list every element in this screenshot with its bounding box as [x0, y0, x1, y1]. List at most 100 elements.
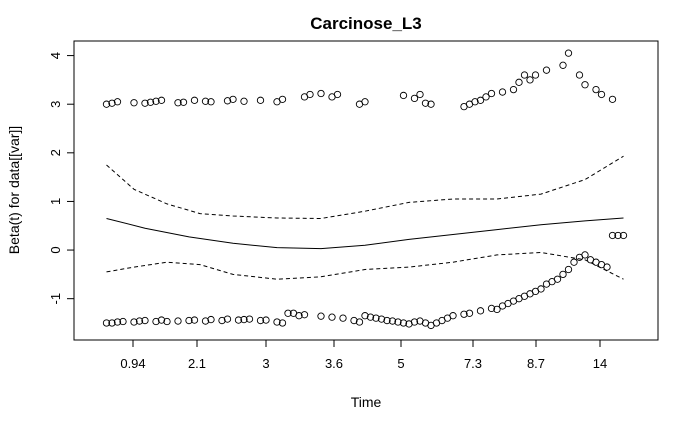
- data-point: [575, 71, 584, 79]
- series-layer: [102, 49, 628, 330]
- data-point: [174, 317, 182, 325]
- plot-frame: [73, 40, 659, 341]
- data-point: [152, 317, 160, 326]
- data-point: [416, 90, 424, 99]
- data-point: [377, 315, 386, 323]
- data-point: [157, 96, 166, 104]
- x-axis-label: Time: [351, 394, 382, 410]
- data-point: [284, 309, 292, 317]
- data-point: [333, 90, 342, 99]
- data-point: [102, 319, 111, 327]
- data-point: [487, 89, 496, 98]
- data-point: [361, 312, 369, 320]
- data-point: [608, 95, 617, 103]
- data-point: [361, 98, 369, 106]
- data-point: [581, 251, 589, 259]
- data-point: [421, 99, 430, 107]
- data-point: [300, 311, 309, 319]
- data-point: [229, 95, 237, 103]
- data-point: [152, 97, 160, 105]
- data-point: [570, 258, 578, 266]
- data-point: [619, 231, 628, 240]
- data-point: [487, 304, 496, 313]
- y-axis-label: Beta(t) for data[[var]]: [6, 126, 22, 254]
- data-point: [339, 314, 347, 322]
- data-point: [223, 315, 232, 323]
- data-point: [223, 97, 232, 105]
- data-point: [108, 99, 116, 107]
- data-point: [207, 98, 215, 106]
- upper-band-line: [106, 155, 624, 220]
- x-axis: 0.94 2.1 3 3.6 5 7.3 8.7 14: [120, 340, 607, 371]
- data-point: [526, 76, 534, 84]
- data-point: [537, 285, 545, 293]
- y-tick-label: 0: [48, 246, 63, 253]
- data-point: [328, 313, 336, 321]
- data-point: [476, 96, 485, 104]
- data-point: [174, 99, 182, 107]
- data-point: [190, 96, 199, 104]
- data-point: [614, 231, 622, 240]
- data-point: [564, 49, 573, 57]
- data-point: [476, 307, 485, 315]
- data-point: [553, 275, 562, 283]
- data-point: [592, 85, 600, 94]
- data-point: [509, 85, 518, 94]
- data-point: [256, 96, 265, 104]
- data-point: [108, 319, 116, 327]
- data-point: [141, 316, 149, 325]
- data-point: [410, 94, 419, 103]
- data-point: [581, 81, 589, 89]
- data-point: [372, 314, 380, 322]
- fit-line: [106, 217, 624, 250]
- y-tick-label: 4: [48, 52, 63, 59]
- chart-title: Carcinose_L3: [310, 14, 422, 33]
- data-point: [427, 100, 435, 108]
- data-point: [240, 97, 248, 105]
- data-point: [278, 95, 287, 103]
- data-point: [179, 98, 188, 106]
- data-point: [399, 319, 408, 327]
- x-tick-label: 2.1: [188, 356, 206, 371]
- x-tick-label: 0.94: [120, 356, 145, 371]
- data-point: [102, 100, 111, 108]
- data-point: [130, 318, 138, 326]
- data-point: [240, 315, 248, 324]
- data-point: [542, 66, 551, 74]
- data-point: [520, 71, 529, 79]
- data-point: [190, 316, 199, 324]
- y-tick-label: -1: [48, 293, 63, 305]
- data-point: [141, 99, 149, 107]
- data-point: [201, 317, 210, 325]
- data-point: [306, 90, 314, 99]
- x-tick-label: 3.6: [325, 356, 343, 371]
- x-tick-label: 5: [397, 356, 404, 371]
- data-point: [559, 61, 567, 69]
- y-tick-label: 3: [48, 101, 63, 108]
- data-point: [207, 315, 215, 324]
- data-point: [394, 318, 402, 326]
- x-tick-label: 7.3: [464, 356, 482, 371]
- data-point: [245, 315, 254, 323]
- data-point: [355, 318, 364, 326]
- x-tick-label: 14: [593, 356, 607, 371]
- data-point: [185, 316, 193, 325]
- data-point: [399, 91, 408, 100]
- data-point: [410, 318, 419, 326]
- data-point: [256, 316, 265, 325]
- lower-band-line: [106, 251, 624, 280]
- data-point: [559, 270, 567, 279]
- data-point: [465, 309, 474, 317]
- data-point: [130, 99, 138, 107]
- data-point: [262, 316, 270, 324]
- data-point: [471, 98, 479, 106]
- data-point: [146, 98, 155, 106]
- data-point: [295, 312, 303, 320]
- data-point: [218, 316, 226, 325]
- y-axis: -1 0 1 2 3 4: [48, 52, 74, 304]
- data-point: [317, 89, 325, 98]
- data-point: [350, 316, 358, 325]
- data-point: [597, 90, 606, 99]
- data-point: [515, 78, 523, 86]
